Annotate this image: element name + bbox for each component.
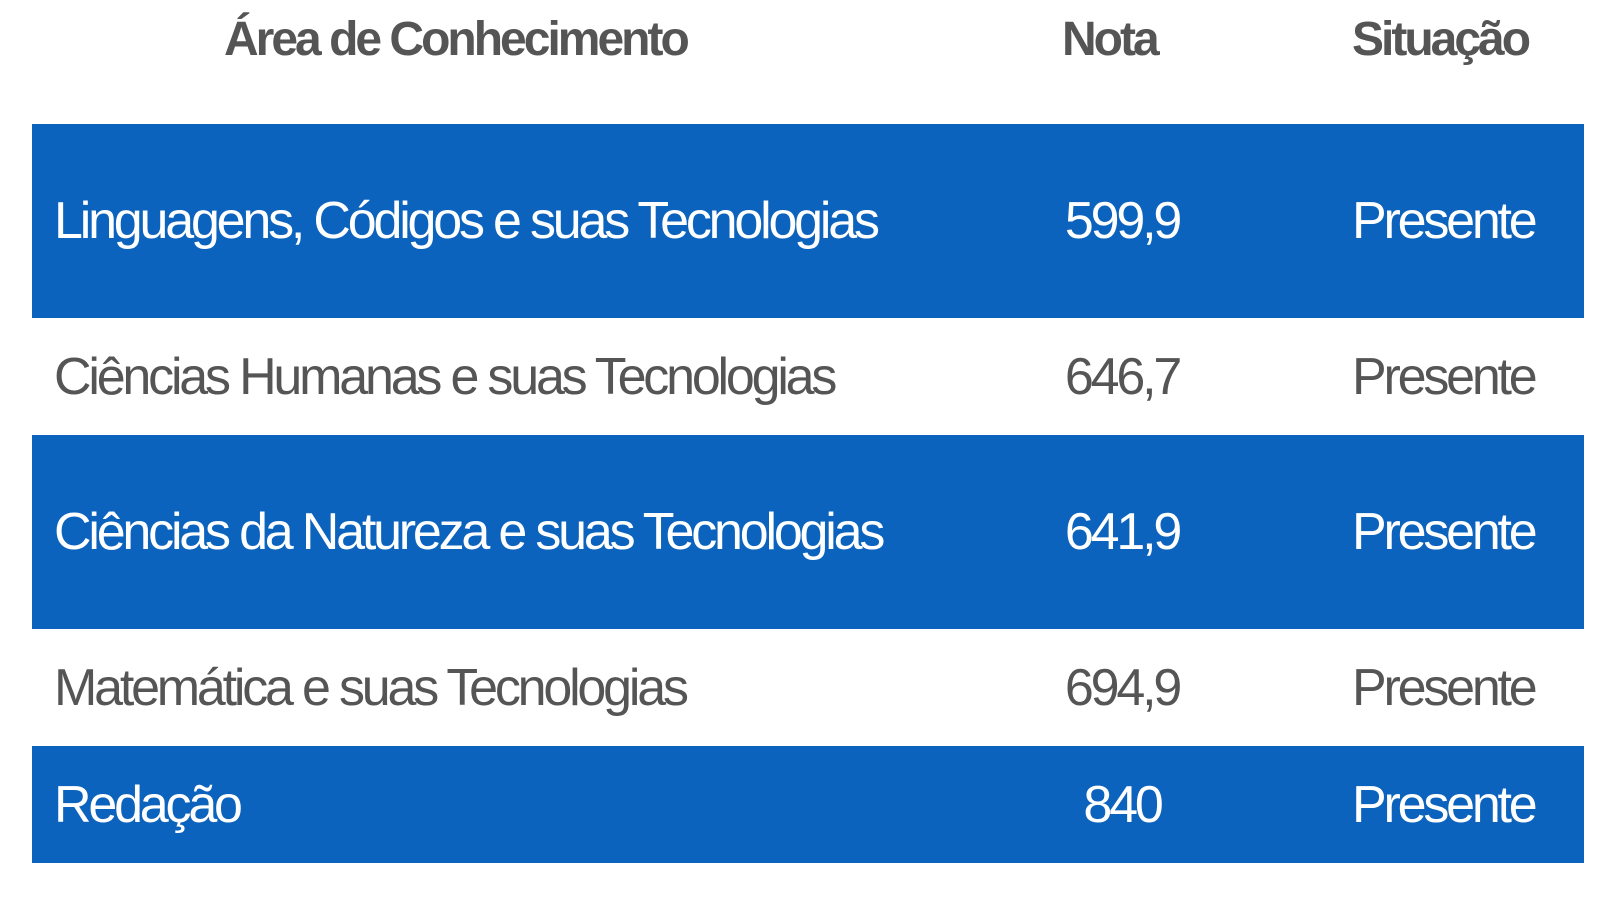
nota-cell: 646,7 xyxy=(1064,347,1182,406)
situacao-cell: Presente xyxy=(1352,775,1538,834)
table-row: Matemática e suas Tecnologias 694,9 Pres… xyxy=(32,629,1584,746)
table-row: Linguagens, Códigos e suas Tecnologias 5… xyxy=(32,124,1584,318)
table-row: Ciências da Natureza e suas Tecnologias … xyxy=(32,435,1584,629)
area-cell: Linguagens, Códigos e suas Tecnologias xyxy=(54,192,880,250)
table-row: Ciências Humanas e suas Tecnologias 646,… xyxy=(32,318,1584,435)
nota-cell: 840 xyxy=(1083,775,1163,834)
situacao-cell: Presente xyxy=(1352,192,1538,250)
nota-cell: 641,9 xyxy=(1064,503,1182,561)
area-cell: Ciências Humanas e suas Tecnologias xyxy=(54,347,837,406)
nota-cell: 599,9 xyxy=(1064,192,1182,250)
header-situacao: Situação xyxy=(1352,13,1531,66)
area-cell: Matemática e suas Tecnologias xyxy=(54,658,689,717)
area-cell: Redação xyxy=(54,775,243,834)
header-area: Área de Conhecimento xyxy=(224,13,690,66)
table-row: Redação 840 Presente xyxy=(32,746,1584,863)
nota-cell: 694,9 xyxy=(1064,658,1182,717)
situacao-cell: Presente xyxy=(1352,347,1538,406)
area-cell: Ciências da Natureza e suas Tecnologias xyxy=(54,503,885,561)
header-nota: Nota xyxy=(1062,13,1160,66)
scores-table: Linguagens, Códigos e suas Tecnologias 5… xyxy=(32,124,1584,863)
table-header: Área de Conhecimento Nota Situação xyxy=(0,0,1600,90)
situacao-cell: Presente xyxy=(1352,658,1538,717)
situacao-cell: Presente xyxy=(1352,503,1538,561)
